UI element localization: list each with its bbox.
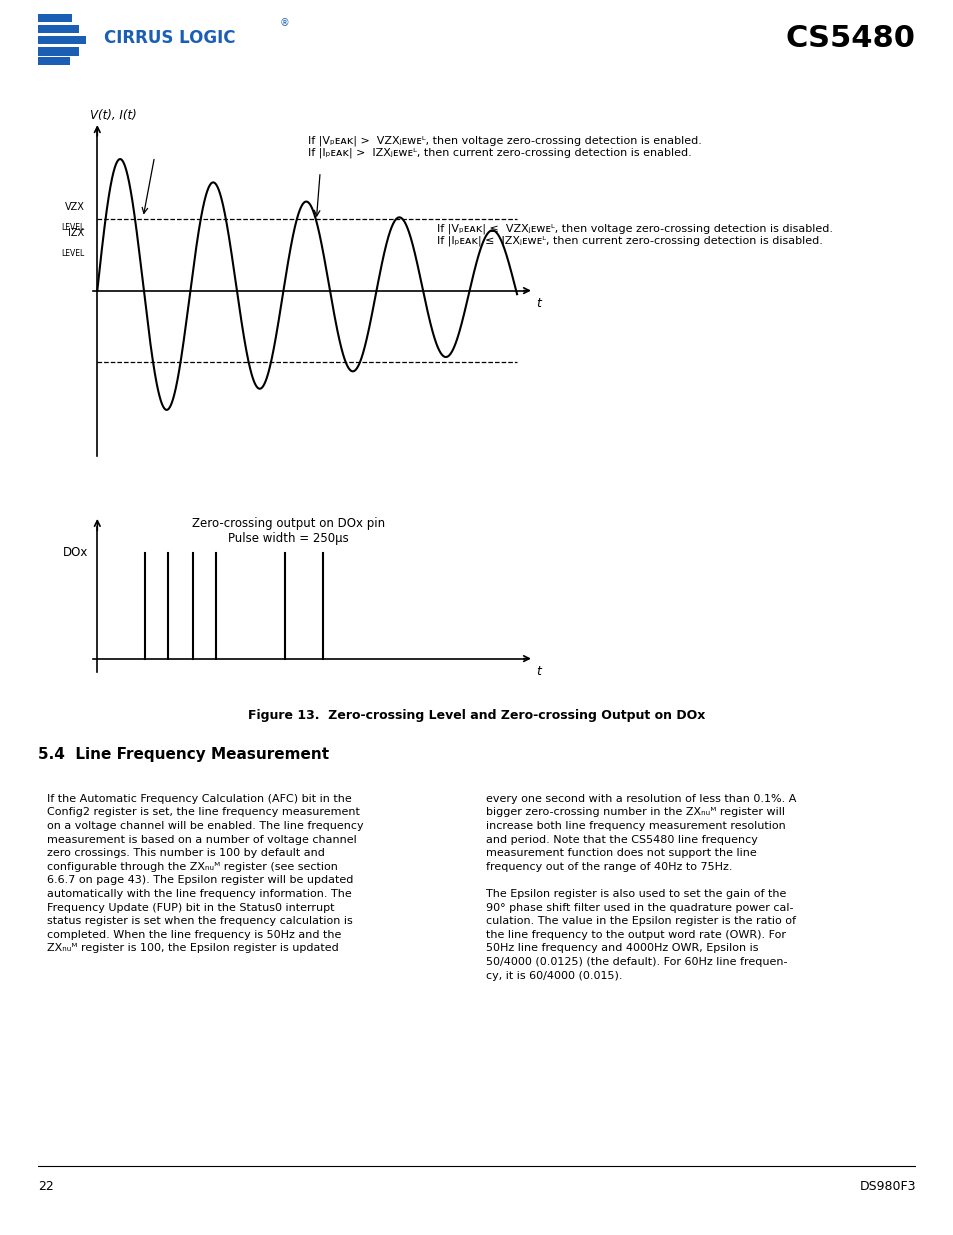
Text: ®: ®	[279, 19, 289, 28]
FancyBboxPatch shape	[38, 36, 87, 44]
Text: t: t	[536, 298, 540, 310]
FancyBboxPatch shape	[38, 57, 70, 65]
Text: Zero-crossing output on DOx pin
Pulse width = 250μs: Zero-crossing output on DOx pin Pulse wi…	[192, 517, 384, 546]
FancyBboxPatch shape	[38, 47, 78, 56]
Text: 5.4  Line Frequency Measurement: 5.4 Line Frequency Measurement	[38, 747, 329, 762]
Text: DOx: DOx	[63, 546, 88, 559]
FancyBboxPatch shape	[38, 25, 78, 33]
Text: V(t), I(t): V(t), I(t)	[90, 109, 136, 122]
Text: CIRRUS LOGIC: CIRRUS LOGIC	[104, 30, 235, 47]
Text: If the Automatic Frequency Calculation (AFC) bit in the
Config2 register is set,: If the Automatic Frequency Calculation (…	[47, 794, 363, 953]
Text: every one second with a resolution of less than 0.1%. A
bigger zero-crossing num: every one second with a resolution of le…	[485, 794, 796, 981]
Text: t: t	[536, 666, 540, 678]
Text: If |Vₚᴇᴀᴋ| ≤  VZXⱼᴇᴡᴇᴸ, then voltage zero-crossing detection is disabled.
If |Iₚ: If |Vₚᴇᴀᴋ| ≤ VZXⱼᴇᴡᴇᴸ, then voltage zero…	[436, 224, 832, 246]
Text: VZX: VZX	[65, 201, 84, 212]
Text: LEVEL: LEVEL	[61, 224, 84, 232]
Text: CS5480: CS5480	[785, 23, 915, 53]
Text: LEVEL: LEVEL	[61, 249, 84, 258]
Text: If |Vₚᴇᴀᴋ| >  VZXⱼᴇᴡᴇᴸ, then voltage zero-crossing detection is enabled.
If |Iₚᴇ: If |Vₚᴇᴀᴋ| > VZXⱼᴇᴡᴇᴸ, then voltage zero…	[308, 136, 701, 158]
FancyBboxPatch shape	[38, 14, 71, 22]
Text: Figure 13.  Zero-crossing Level and Zero-crossing Output on DOx: Figure 13. Zero-crossing Level and Zero-…	[248, 709, 705, 721]
Text: DS980F3: DS980F3	[859, 1181, 915, 1193]
Text: 22: 22	[38, 1181, 54, 1193]
Text: IZX: IZX	[68, 228, 84, 238]
